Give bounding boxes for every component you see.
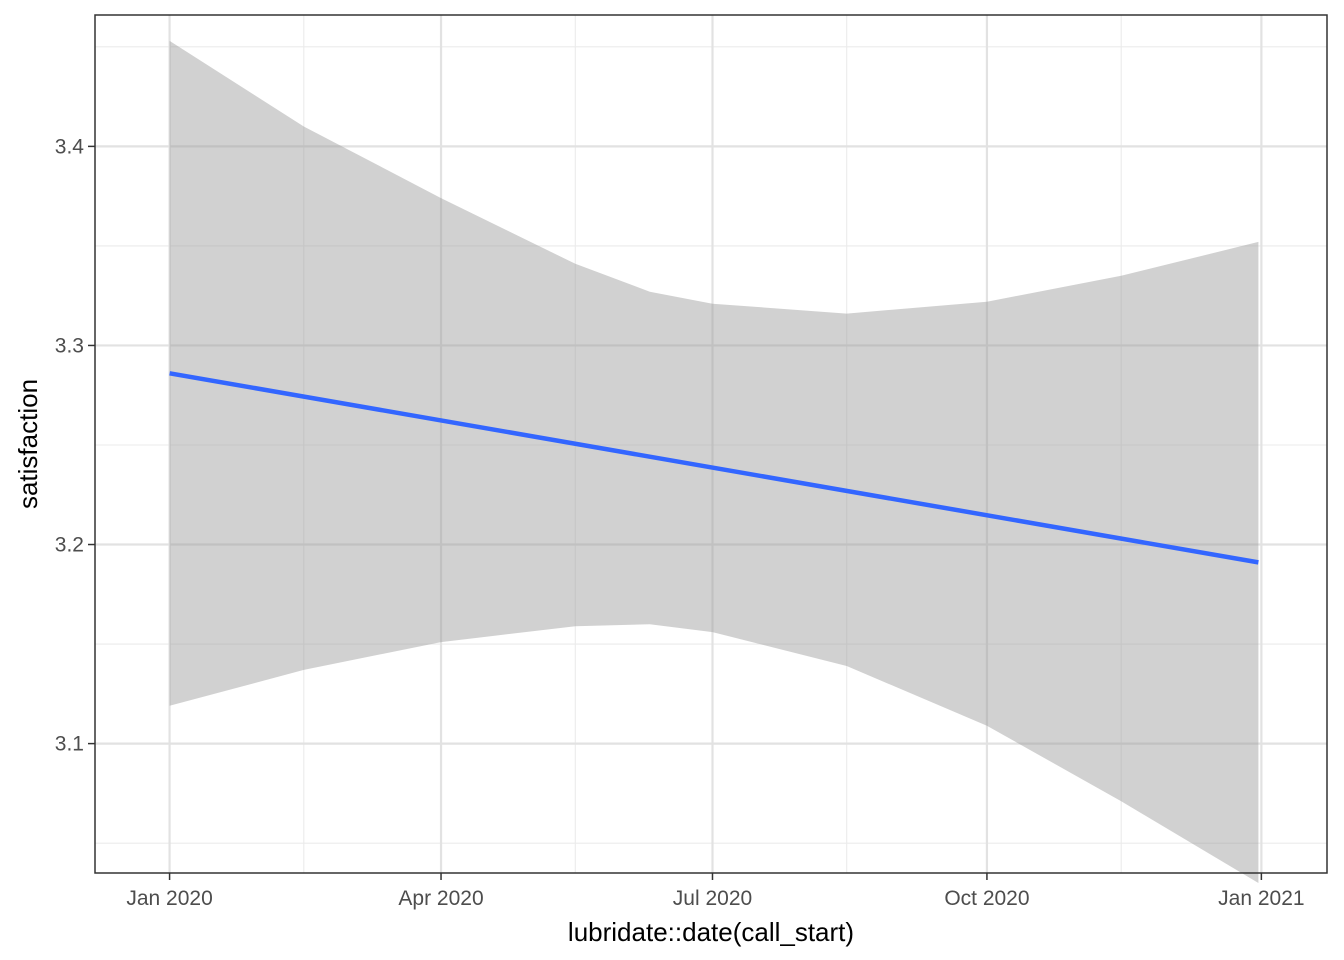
confidence-ribbons — [169, 40, 1259, 883]
y-tick-label-0: 3.1 — [55, 733, 84, 756]
y-tick-label-2: 3.3 — [55, 334, 84, 357]
trend-line-0 — [169, 371, 1259, 565]
major-gridlines — [95, 15, 1327, 873]
x-axis: Jan 2020 Apr 2020 Jul 2020 Oct 2020 Jan 2021 — [126, 873, 1305, 910]
confidence-ribbon-0 — [169, 40, 1259, 883]
panel-border — [94, 14, 1328, 874]
x-axis-title: lubridate::date(call_start) — [568, 917, 854, 947]
y-tick-label-3: 3.4 — [55, 135, 85, 158]
y-axis-title: satisfaction — [13, 379, 43, 509]
trend-lines — [169, 371, 1259, 565]
x-tick-label-3: Oct 2020 — [944, 887, 1029, 910]
x-tick-label-2: Jul 2020 — [673, 887, 752, 910]
y-tick-label-1: 3.2 — [55, 534, 84, 557]
x-tick-label-4: Jan 2021 — [1218, 887, 1304, 910]
x-tick-label-0: Jan 2020 — [126, 887, 212, 910]
y-axis: 3.1 3.2 3.3 3.4 — [55, 135, 95, 756]
x-tick-label-1: Apr 2020 — [398, 887, 483, 910]
